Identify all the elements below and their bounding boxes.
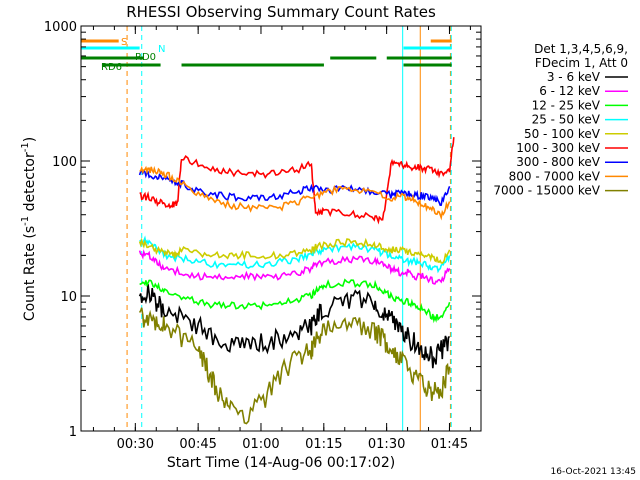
- state-label-s: S: [121, 37, 127, 48]
- x-tick-label-3: 01:15: [305, 437, 342, 452]
- series-line-3-6-kev: [138, 284, 451, 369]
- y-tick-label-3: 1000: [44, 20, 77, 35]
- series-line-50-100-kev: [138, 237, 451, 264]
- y-tick-label-1: 10: [60, 290, 77, 305]
- legend: Det 1,3,4,5,6,9,FDecim 1, Att 03 - 6 keV…: [493, 42, 628, 198]
- legend-header-1: FDecim 1, Att 0: [535, 56, 628, 70]
- chart-title: RHESSI Observing Summary Count Rates: [126, 3, 436, 21]
- series-line-800-7000-kev: [139, 165, 451, 221]
- legend-label-4: 50 - 100 keV: [524, 127, 601, 141]
- y-axis-label-main: Count Rate (s: [22, 226, 38, 321]
- legend-label-3: 25 - 50 keV: [532, 113, 601, 127]
- state-label-rd0: RD0: [135, 52, 156, 63]
- legend-label-5: 100 - 300 keV: [516, 141, 600, 155]
- series-line-25-50-kev: [139, 235, 451, 274]
- legend-label-6: 300 - 800 keV: [516, 155, 600, 169]
- y-axis-label: Count Rate (s-1 detector-1): [20, 137, 38, 321]
- x-tick-label-5: 01:45: [431, 437, 468, 452]
- y-axis-label-close: ): [22, 137, 38, 142]
- y-tick-label-2: 100: [52, 155, 77, 170]
- legend-label-8: 7000 - 15000 keV: [493, 184, 600, 198]
- state-label-rd6: RD6: [101, 62, 122, 73]
- series-line-6-12-kev: [138, 248, 451, 285]
- x-tick-label-0: 00:30: [117, 437, 154, 452]
- x-tick-label-4: 01:30: [368, 437, 405, 452]
- state-label-n: N: [158, 44, 165, 55]
- legend-label-1: 6 - 12 keV: [539, 84, 601, 98]
- axes: 00:30 00:45 01:00 01:15 01:30 01:45 1 10 100 1000: [44, 20, 482, 452]
- y-axis-label-mid: detector: [22, 152, 38, 216]
- y-tick-label-0: 1: [69, 425, 77, 440]
- plot-frame: [80, 25, 482, 432]
- legend-label-7: 800 - 7000 keV: [509, 169, 601, 183]
- footer-timestamp: 16-Oct-2021 13:45: [551, 467, 636, 477]
- y-axis-label-sup: -1: [20, 216, 31, 226]
- y-axis-label-sup-2: -1: [20, 142, 31, 152]
- x-tick-label-2: 01:00: [242, 437, 279, 452]
- legend-label-0: 3 - 6 keV: [547, 70, 601, 84]
- series-line-7000-15000-kev: [138, 307, 451, 425]
- x-tick-label-1: 00:45: [179, 437, 216, 452]
- x-axis-label: Start Time (14-Aug-06 00:17:02): [167, 455, 395, 471]
- legend-header-0: Det 1,3,4,5,6,9,: [534, 42, 628, 56]
- legend-label-2: 12 - 25 keV: [532, 98, 601, 112]
- series-line-12-25-kev: [139, 278, 451, 324]
